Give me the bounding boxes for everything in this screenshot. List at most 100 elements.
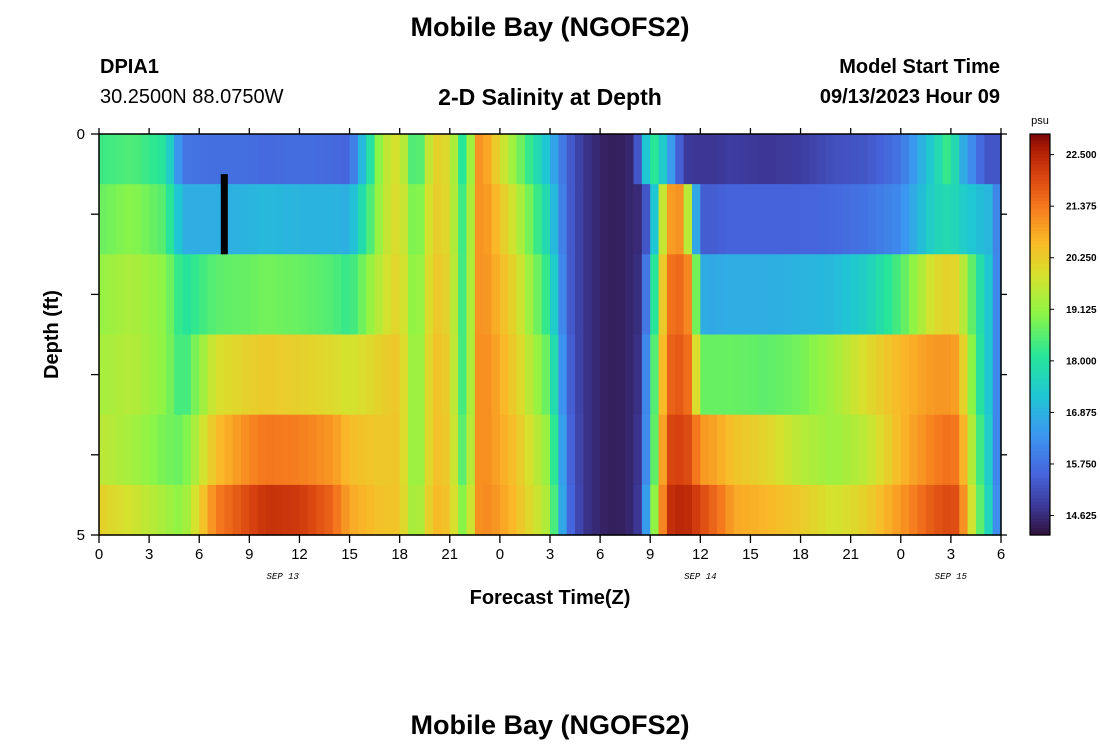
heatmap-cell <box>533 414 543 486</box>
heatmap-cell <box>917 414 927 486</box>
heatmap-cell <box>341 184 351 255</box>
colorbar-segment <box>1030 137 1050 142</box>
heatmap-cell <box>800 184 810 255</box>
heatmap-cell <box>884 484 894 536</box>
heatmap-cell <box>408 254 417 336</box>
heatmap-cell <box>775 184 785 255</box>
heatmap-cell <box>307 334 317 416</box>
heatmap-cell <box>374 254 384 336</box>
heatmap-cell <box>190 484 200 536</box>
heatmap-cell <box>533 484 543 536</box>
heatmap-cell <box>758 184 768 255</box>
heatmap-cell <box>382 484 392 536</box>
colorbar-segment <box>1030 508 1050 513</box>
heatmap-cell <box>909 134 919 185</box>
heatmap-cell <box>366 334 376 416</box>
heatmap-cell <box>633 134 643 185</box>
heatmap-cell <box>224 134 234 185</box>
heatmap-cell <box>316 184 326 255</box>
colorbar-segment <box>1030 147 1050 152</box>
heatmap-cell <box>182 134 192 185</box>
heatmap-cell <box>683 134 693 185</box>
heatmap-cell <box>424 334 434 416</box>
colorbar-segment <box>1030 257 1050 262</box>
colorbar-segment <box>1030 464 1050 469</box>
heatmap-cell <box>332 134 342 185</box>
heatmap-cell <box>633 484 643 536</box>
heatmap-cell <box>307 414 317 486</box>
colorbar-segment <box>1030 267 1050 272</box>
heatmap-cell <box>683 414 693 486</box>
heatmap-cell <box>867 484 877 536</box>
colorbar-segment <box>1030 254 1050 259</box>
colorbar-segment <box>1030 337 1050 342</box>
heatmap-cell <box>800 254 810 336</box>
heatmap-cell <box>658 184 668 255</box>
heatmap-cell <box>483 334 493 416</box>
heatmap-cell <box>967 484 977 536</box>
colorbar-segment <box>1030 264 1050 269</box>
heatmap-cell <box>708 254 718 336</box>
heatmap-cell <box>934 184 944 255</box>
colorbar-segment <box>1030 488 1050 493</box>
x-tick-label: 6 <box>997 546 1005 563</box>
heatmap-cell <box>992 414 1002 486</box>
heatmap-cell <box>182 334 192 416</box>
heatmap-cell <box>758 254 768 336</box>
x-tick-label: 15 <box>742 546 759 563</box>
heatmap-cell <box>224 414 234 486</box>
heatmap-cell <box>199 184 209 255</box>
heatmap-cell <box>675 414 685 486</box>
heatmap-cell <box>274 414 284 486</box>
heatmap-cell <box>992 484 1002 536</box>
heatmap-cell <box>700 254 710 336</box>
heatmap-cell <box>758 334 768 416</box>
heatmap-cell <box>717 414 726 486</box>
heatmap-cell <box>458 334 468 416</box>
heatmap-cell <box>299 134 309 185</box>
heatmap-cell <box>767 134 777 185</box>
heatmap-cell <box>875 134 885 185</box>
colorbar-frame <box>1029 133 1051 536</box>
heatmap-cell <box>533 184 543 255</box>
heatmap-cell <box>99 334 108 416</box>
x-tick-label: 6 <box>195 546 203 563</box>
heatmap-cell <box>917 184 927 255</box>
heatmap-cell <box>307 134 317 185</box>
heatmap-cell <box>884 134 894 185</box>
heatmap-cell <box>842 254 852 336</box>
heatmap-cell <box>984 484 994 536</box>
colorbar-segment <box>1030 441 1050 446</box>
heatmap-cell <box>491 184 501 255</box>
heatmap-cell <box>174 414 184 486</box>
heatmap-cell <box>717 484 726 536</box>
colorbar-segment <box>1030 411 1050 416</box>
heatmap-cell <box>608 254 618 336</box>
heatmap-cell <box>842 184 852 255</box>
colorbar-segment <box>1030 277 1050 282</box>
x-axis-label: Forecast Time(Z) <box>470 587 631 609</box>
heatmap-cell <box>249 414 259 486</box>
heatmap-cell <box>725 184 735 255</box>
heatmap-cell <box>633 184 643 255</box>
heatmap-cell <box>808 484 818 536</box>
colorbar-segment <box>1030 531 1050 536</box>
heatmap-cell <box>199 334 209 416</box>
colorbar-segment <box>1030 170 1050 175</box>
heatmap-cell <box>591 134 601 185</box>
heatmap-cell <box>708 484 718 536</box>
heatmap-cell <box>808 184 818 255</box>
heatmap-cell <box>124 184 134 255</box>
heatmap-cells <box>99 134 1002 536</box>
colorbar-segment <box>1030 304 1050 309</box>
heatmap-cell <box>725 134 735 185</box>
colorbar-tick-label: 14.625 <box>1066 511 1097 522</box>
heatmap-cell <box>324 134 334 185</box>
colorbar-segment <box>1030 327 1050 332</box>
heatmap-cell <box>817 184 827 255</box>
heatmap-cell <box>975 484 985 536</box>
heatmap-cell <box>282 414 292 486</box>
heatmap-cell <box>257 184 267 255</box>
colorbar-segment <box>1030 387 1050 392</box>
colorbar-segment <box>1030 454 1050 459</box>
